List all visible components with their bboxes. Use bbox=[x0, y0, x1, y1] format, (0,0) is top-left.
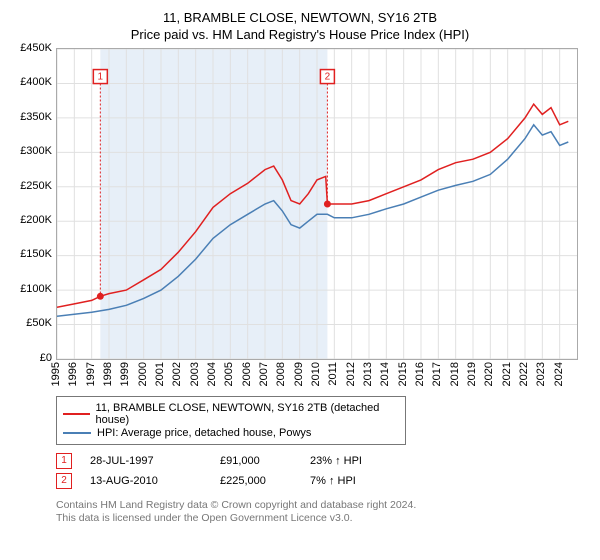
legend-label: HPI: Average price, detached house, Powy… bbox=[97, 427, 311, 439]
x-tick-label: 2003 bbox=[189, 362, 201, 386]
legend-label: 11, BRAMBLE CLOSE, NEWTOWN, SY16 2TB (de… bbox=[96, 402, 399, 426]
chart-svg: 12 bbox=[57, 49, 577, 359]
x-tick-label: 2006 bbox=[241, 362, 253, 386]
y-axis: £0£50K£100K£150K£200K£250K£300K£350K£400… bbox=[12, 48, 56, 358]
x-tick-label: 2010 bbox=[310, 362, 322, 386]
x-tick-label: 2022 bbox=[518, 362, 530, 386]
x-tick-label: 1998 bbox=[102, 362, 114, 386]
x-tick-label: 2009 bbox=[293, 362, 305, 386]
x-tick-label: 2023 bbox=[535, 362, 547, 386]
svg-text:1: 1 bbox=[98, 71, 104, 82]
sale-date: 28-JUL-1997 bbox=[90, 455, 220, 467]
x-tick-label: 2012 bbox=[345, 362, 357, 386]
x-tick-label: 2001 bbox=[154, 362, 166, 386]
chart-area: £0£50K£100K£150K£200K£250K£300K£350K£400… bbox=[12, 48, 588, 360]
title-subtitle: Price paid vs. HM Land Registry's House … bbox=[12, 27, 588, 44]
x-tick-label: 2016 bbox=[414, 362, 426, 386]
x-tick-label: 2000 bbox=[137, 362, 149, 386]
x-tick-label: 2014 bbox=[379, 362, 391, 386]
sale-marker-box: 1 bbox=[56, 453, 72, 469]
x-tick-label: 2011 bbox=[327, 362, 339, 386]
x-tick-label: 2004 bbox=[206, 362, 218, 386]
y-tick-label: £50K bbox=[26, 317, 52, 329]
x-tick-label: 2015 bbox=[397, 362, 409, 386]
x-tick-label: 2024 bbox=[553, 362, 565, 386]
y-tick-label: £400K bbox=[20, 76, 52, 88]
sale-row: 1 28-JUL-1997 £91,000 23% ↑ HPI bbox=[56, 453, 588, 469]
x-tick-label: 1996 bbox=[67, 362, 79, 386]
sale-delta: 23% ↑ HPI bbox=[310, 455, 430, 467]
legend-swatch bbox=[63, 413, 90, 415]
x-tick-label: 1997 bbox=[85, 362, 97, 386]
y-tick-label: £150K bbox=[20, 248, 52, 260]
sale-marker-box: 2 bbox=[56, 473, 72, 489]
sale-price: £91,000 bbox=[220, 455, 310, 467]
sales-table: 1 28-JUL-1997 £91,000 23% ↑ HPI 2 13-AUG… bbox=[56, 453, 588, 489]
x-tick-label: 2021 bbox=[501, 362, 513, 386]
legend-item: HPI: Average price, detached house, Powy… bbox=[63, 427, 399, 439]
sale-date: 13-AUG-2010 bbox=[90, 475, 220, 487]
y-tick-label: £450K bbox=[20, 42, 52, 54]
footer: Contains HM Land Registry data © Crown c… bbox=[56, 499, 588, 526]
x-tick-label: 2013 bbox=[362, 362, 374, 386]
x-tick-label: 2020 bbox=[483, 362, 495, 386]
sale-price: £225,000 bbox=[220, 475, 310, 487]
y-tick-label: £200K bbox=[20, 214, 52, 226]
x-axis: 1995199619971998199920002001200220032004… bbox=[56, 360, 576, 396]
x-tick-label: 2017 bbox=[431, 362, 443, 386]
sale-row: 2 13-AUG-2010 £225,000 7% ↑ HPI bbox=[56, 473, 588, 489]
y-tick-label: £100K bbox=[20, 283, 52, 295]
x-tick-label: 1999 bbox=[119, 362, 131, 386]
footer-licence: This data is licensed under the Open Gov… bbox=[56, 512, 588, 526]
x-tick-label: 1995 bbox=[50, 362, 62, 386]
x-tick-label: 2018 bbox=[449, 362, 461, 386]
x-tick-label: 2002 bbox=[171, 362, 183, 386]
x-tick-label: 2007 bbox=[258, 362, 270, 386]
legend: 11, BRAMBLE CLOSE, NEWTOWN, SY16 2TB (de… bbox=[56, 396, 406, 445]
footer-copyright: Contains HM Land Registry data © Crown c… bbox=[56, 499, 588, 513]
title-address: 11, BRAMBLE CLOSE, NEWTOWN, SY16 2TB bbox=[12, 10, 588, 27]
y-tick-label: £250K bbox=[20, 180, 52, 192]
plot-area: 12 bbox=[56, 48, 578, 360]
x-tick-label: 2008 bbox=[275, 362, 287, 386]
legend-swatch bbox=[63, 432, 91, 434]
sale-delta: 7% ↑ HPI bbox=[310, 475, 430, 487]
y-tick-label: £350K bbox=[20, 111, 52, 123]
x-tick-label: 2019 bbox=[466, 362, 478, 386]
svg-text:2: 2 bbox=[325, 71, 331, 82]
chart-titles: 11, BRAMBLE CLOSE, NEWTOWN, SY16 2TB Pri… bbox=[12, 10, 588, 44]
y-tick-label: £300K bbox=[20, 145, 52, 157]
x-tick-label: 2005 bbox=[223, 362, 235, 386]
legend-item: 11, BRAMBLE CLOSE, NEWTOWN, SY16 2TB (de… bbox=[63, 402, 399, 426]
